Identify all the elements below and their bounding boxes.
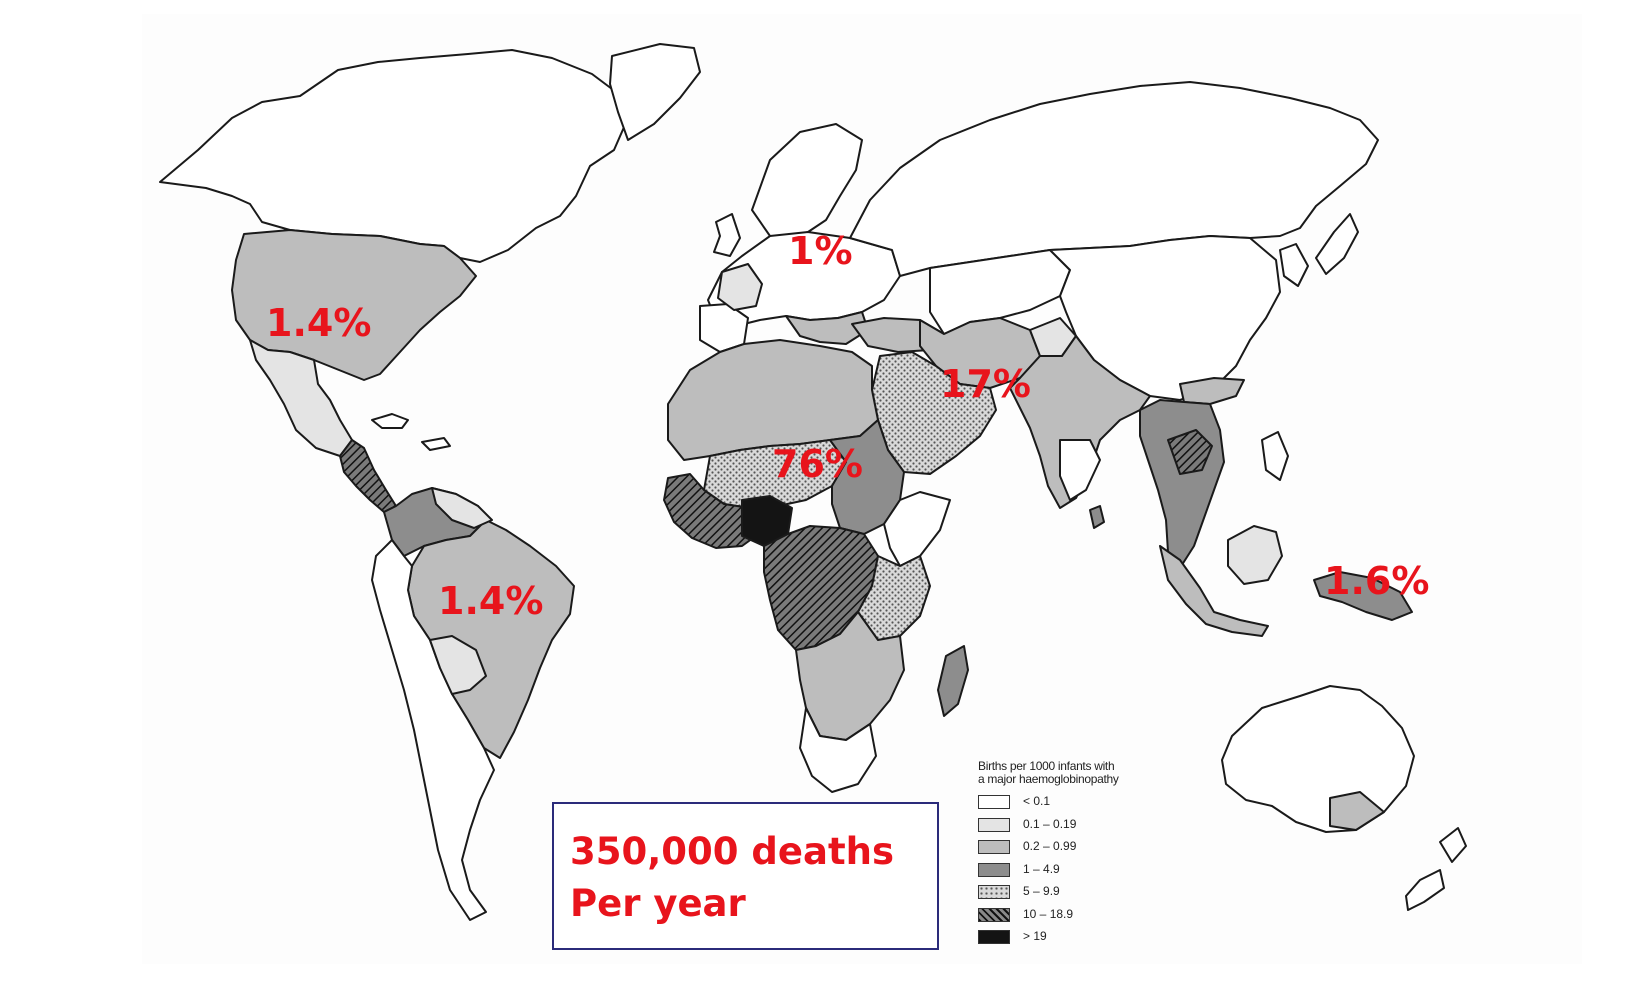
region-label-oceania: 1.6% [1324, 559, 1430, 603]
usa [231, 229, 477, 381]
legend-item: > 19 [975, 927, 1195, 950]
legend-swatch-hatched [978, 907, 1010, 922]
south-africa [799, 707, 877, 793]
philippines [1261, 431, 1289, 481]
indochina-hatched [1167, 429, 1213, 475]
legend-swatch-dark-gray [978, 862, 1010, 877]
legend-item: 1 – 4.9 [975, 860, 1195, 883]
legend-swatch-white [978, 795, 1010, 809]
deaths-callout-line2: Per year [570, 882, 746, 925]
australia-southeast [1329, 791, 1385, 831]
legend-item: 10 – 18.9 [975, 905, 1195, 928]
china-mongolia [1049, 235, 1281, 401]
canada-alaska [159, 49, 629, 263]
legend-label: 5 – 9.9 [1023, 884, 1060, 898]
madagascar [937, 645, 969, 717]
legend-label: 1 – 4.9 [1023, 861, 1060, 876]
guianas [431, 487, 493, 529]
map-legend: Births per 1000 infants with a major hae… [975, 760, 1195, 950]
legend-title: Births per 1000 infants with a major hae… [978, 760, 1195, 786]
region-label-south-america: 1.4% [438, 579, 544, 623]
new-zealand [1405, 827, 1467, 911]
deaths-callout-line1: 350,000 deaths [570, 830, 895, 873]
region-label-middle-east-south-asia: 17% [940, 362, 1031, 406]
legend-label: > 19 [1023, 929, 1047, 943]
legend-label: < 0.1 [1023, 794, 1051, 808]
south-india [1059, 439, 1101, 501]
new-guinea [1313, 571, 1413, 621]
greenland [609, 43, 701, 141]
legend-swatch-dotted [978, 885, 1010, 899]
legend-swatch-mid-gray [978, 840, 1010, 854]
east-africa [857, 555, 931, 641]
andes-west [371, 539, 495, 921]
central-asia [929, 249, 1071, 335]
korea-japan [1279, 213, 1359, 287]
central-america [339, 439, 397, 513]
legend-label: 0.1 – 0.19 [1023, 816, 1077, 831]
legend-label: 10 – 18.9 [1023, 906, 1074, 921]
legend-list: < 0.1 0.1 – 0.19 0.2 – 0.99 1 – 4.9 5 – … [975, 792, 1195, 950]
legend-item: 5 – 9.9 [975, 882, 1195, 905]
region-label-europe: 1% [788, 229, 853, 273]
caribbean [371, 413, 451, 451]
region-label-africa: 76% [772, 442, 863, 486]
sri-lanka [1089, 505, 1105, 529]
sumatra-java [1159, 545, 1269, 637]
bolivia [429, 635, 487, 695]
british-isles [713, 213, 741, 257]
legend-label: 0.2 – 0.99 [1023, 839, 1077, 853]
legend-swatch-black [978, 930, 1010, 944]
southeast-asia [1139, 399, 1225, 569]
legend-item: 0.2 – 0.99 [975, 837, 1195, 860]
deaths-callout-box: 350,000 deaths Per year [552, 802, 939, 950]
australia [1221, 685, 1415, 833]
legend-title-line1: Births per 1000 infants with [978, 759, 1115, 773]
south-china [1179, 377, 1245, 405]
borneo [1227, 525, 1283, 585]
legend-item: 0.1 – 0.19 [975, 815, 1195, 838]
legend-swatch-light-gray [978, 817, 1010, 832]
region-label-north-america: 1.4% [266, 301, 372, 345]
scandinavia [751, 123, 863, 239]
legend-title-line2: a major haemoglobinopathy [978, 772, 1119, 786]
legend-item: < 0.1 [975, 792, 1195, 815]
france [717, 263, 763, 311]
